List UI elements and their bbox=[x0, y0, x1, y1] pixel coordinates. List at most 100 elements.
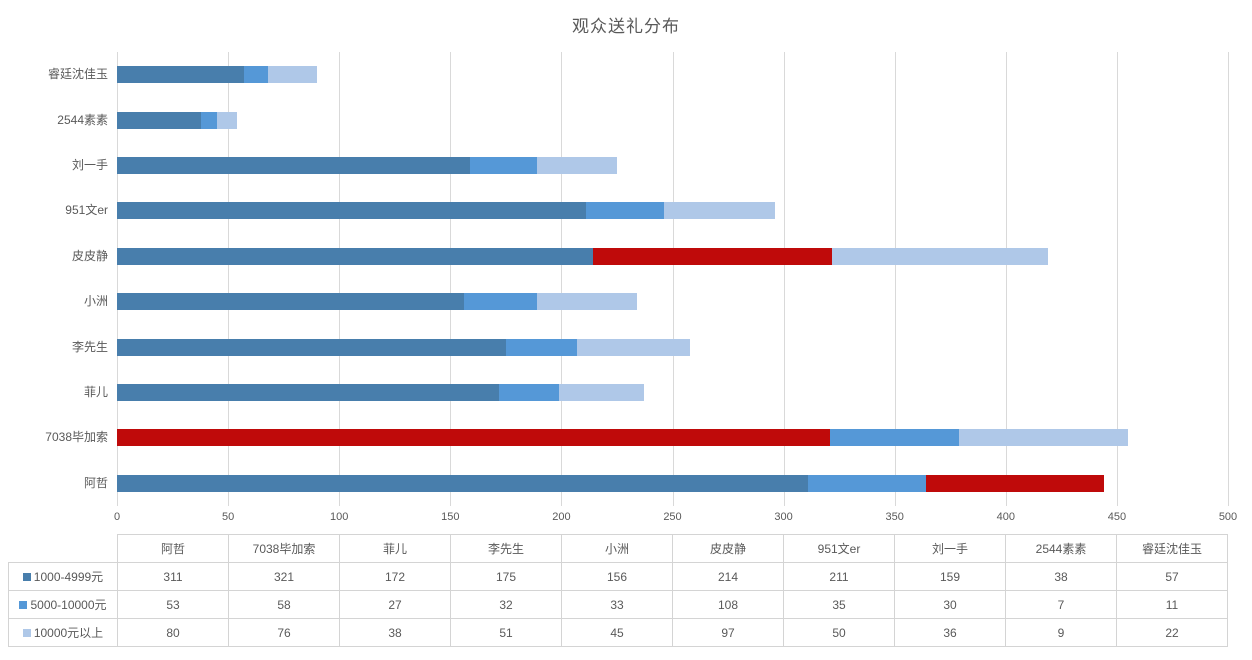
table-header-cell: 951文er bbox=[783, 534, 895, 563]
table-cell: 7 bbox=[1005, 590, 1117, 619]
gridline bbox=[1005, 52, 1007, 506]
bar-segment-1000-4999元-951文er[interactable] bbox=[117, 202, 586, 220]
bar-segment-1000-4999元-睿廷沈佳玉[interactable] bbox=[117, 66, 244, 84]
bar-segment-5000-10000元-皮皮静[interactable] bbox=[592, 247, 833, 265]
table-cell: 108 bbox=[672, 590, 784, 619]
legend-label: 5000-10000元 bbox=[30, 598, 107, 612]
table-cell: 57 bbox=[1116, 562, 1228, 591]
x-tick-label: 500 bbox=[1218, 511, 1238, 523]
bar-segment-10000元以上-阿哲[interactable] bbox=[925, 474, 1104, 492]
table-cell: 311 bbox=[117, 562, 229, 591]
table-cell: 172 bbox=[339, 562, 451, 591]
bar-segment-10000元以上-睿廷沈佳玉[interactable] bbox=[268, 66, 317, 84]
bar-segment-1000-4999元-李先生[interactable] bbox=[117, 338, 506, 356]
x-tick-label: 450 bbox=[1107, 511, 1127, 523]
bar-segment-10000元以上-皮皮静[interactable] bbox=[832, 247, 1048, 265]
bar-segment-5000-10000元-7038毕加索[interactable] bbox=[830, 429, 960, 447]
table-cell: 53 bbox=[117, 590, 229, 619]
table-header-cell: 刘一手 bbox=[894, 534, 1006, 563]
bar-segment-1000-4999元-阿哲[interactable] bbox=[117, 474, 809, 492]
table-cell: 35 bbox=[783, 590, 895, 619]
x-tick-label: 150 bbox=[441, 511, 460, 523]
bar-segment-5000-10000元-阿哲[interactable] bbox=[808, 474, 926, 492]
bar-segment-5000-10000元-李先生[interactable] bbox=[505, 338, 577, 356]
x-tick-label: 200 bbox=[552, 511, 571, 523]
category-label: 7038毕加索 bbox=[45, 430, 108, 445]
table-cell: 30 bbox=[894, 590, 1006, 619]
table-cell: 38 bbox=[1005, 562, 1117, 591]
bar-segment-10000元以上-951文er[interactable] bbox=[663, 202, 775, 220]
table-header-cell: 阿哲 bbox=[117, 534, 229, 563]
x-tick-label: 50 bbox=[221, 511, 235, 523]
table-header-cell: 2544素素 bbox=[1005, 534, 1117, 563]
bar-segment-10000元以上-李先生[interactable] bbox=[576, 338, 691, 356]
table-cell: 321 bbox=[228, 562, 340, 591]
table-header-cell: 7038毕加索 bbox=[228, 534, 340, 563]
table-cell: 27 bbox=[339, 590, 451, 619]
legend-cell: 10000元以上 bbox=[8, 618, 118, 647]
table-row: 1000-4999元 311 321 172 175 156 214 211 159 38 57 bbox=[8, 562, 1228, 591]
table-header-cell: 小洲 bbox=[561, 534, 673, 563]
table-cell: 32 bbox=[450, 590, 562, 619]
table-cell: 175 bbox=[450, 562, 562, 591]
table-header-cell: 李先生 bbox=[450, 534, 562, 563]
table-header-cell: 睿廷沈佳玉 bbox=[1116, 534, 1228, 563]
table-cell: 58 bbox=[228, 590, 340, 619]
table-cell: 76 bbox=[228, 618, 340, 647]
legend-label: 1000-4999元 bbox=[33, 570, 104, 584]
table-row: 10000元以上 80 76 38 51 45 97 50 36 9 22 bbox=[8, 618, 1228, 647]
bar-segment-5000-10000元-小洲[interactable] bbox=[463, 293, 537, 311]
table-cell: 36 bbox=[894, 618, 1006, 647]
category-label: 951文er bbox=[65, 203, 108, 218]
x-tick-label: 250 bbox=[663, 511, 682, 523]
legend-label: 10000元以上 bbox=[33, 626, 104, 640]
legend-swatch bbox=[19, 600, 28, 609]
bar-segment-10000元以上-2544素素[interactable] bbox=[216, 111, 237, 129]
bar-segment-1000-4999元-2544素素[interactable] bbox=[117, 111, 202, 129]
x-tick-label: 100 bbox=[330, 511, 349, 523]
bar-segment-10000元以上-刘一手[interactable] bbox=[536, 157, 617, 174]
category-label: 刘一手 bbox=[71, 158, 108, 172]
table-corner-cell bbox=[8, 534, 118, 563]
table-cell: 80 bbox=[117, 618, 229, 647]
bar-segment-5000-10000元-睿廷沈佳玉[interactable] bbox=[243, 66, 269, 84]
bar-segment-5000-10000元-951文er[interactable] bbox=[585, 202, 664, 220]
table-cell: 45 bbox=[561, 618, 673, 647]
bar-segment-10000元以上-小洲[interactable] bbox=[536, 293, 637, 311]
category-label: 小洲 bbox=[83, 294, 108, 309]
table-cell: 214 bbox=[672, 562, 784, 591]
table-cell: 97 bbox=[672, 618, 784, 647]
data-table: 阿哲 7038毕加索 菲儿 李先生 小洲 皮皮静 951文er 刘一手 2544素素 睿廷沈佳玉 … bbox=[8, 534, 1228, 647]
table-cell: 11 bbox=[1116, 590, 1228, 619]
x-tick-label: 400 bbox=[996, 511, 1015, 523]
gridline bbox=[783, 52, 785, 506]
gridline bbox=[894, 52, 896, 506]
bar-segment-5000-10000元-刘一手[interactable] bbox=[470, 157, 537, 174]
table-header-cell: 皮皮静 bbox=[672, 534, 784, 563]
bar-segment-10000元以上-菲儿[interactable] bbox=[559, 384, 644, 401]
gridline bbox=[339, 52, 341, 506]
bar-segment-5000-10000元-2544素素[interactable] bbox=[201, 111, 217, 129]
gridline bbox=[672, 52, 674, 506]
gridline bbox=[1116, 52, 1118, 506]
bar-segment-1000-4999元-皮皮静[interactable] bbox=[117, 247, 593, 265]
bar-segment-1000-4999元-7038毕加索[interactable] bbox=[117, 429, 831, 447]
category-label: 阿哲 bbox=[83, 475, 108, 490]
bar-segment-5000-10000元-菲儿[interactable] bbox=[499, 384, 560, 401]
table-cell: 38 bbox=[339, 618, 451, 647]
legend-cell: 5000-10000元 bbox=[8, 590, 118, 619]
bar-segment-1000-4999元-小洲[interactable] bbox=[117, 293, 464, 311]
table-cell: 33 bbox=[561, 590, 673, 619]
gridline bbox=[450, 52, 452, 506]
table-cell: 9 bbox=[1005, 618, 1117, 647]
category-label: 睿廷沈佳玉 bbox=[47, 67, 108, 82]
legend-cell: 1000-4999元 bbox=[8, 562, 118, 591]
x-tick-label: 0 bbox=[113, 511, 121, 523]
category-label: 皮皮静 bbox=[71, 248, 108, 263]
bar-segment-1000-4999元-菲儿[interactable] bbox=[117, 384, 500, 401]
bar-segment-10000元以上-7038毕加索[interactable] bbox=[959, 429, 1128, 447]
gridline bbox=[117, 52, 118, 506]
bar-segment-1000-4999元-刘一手[interactable] bbox=[117, 157, 471, 174]
category-label: 2544素素 bbox=[57, 112, 108, 127]
